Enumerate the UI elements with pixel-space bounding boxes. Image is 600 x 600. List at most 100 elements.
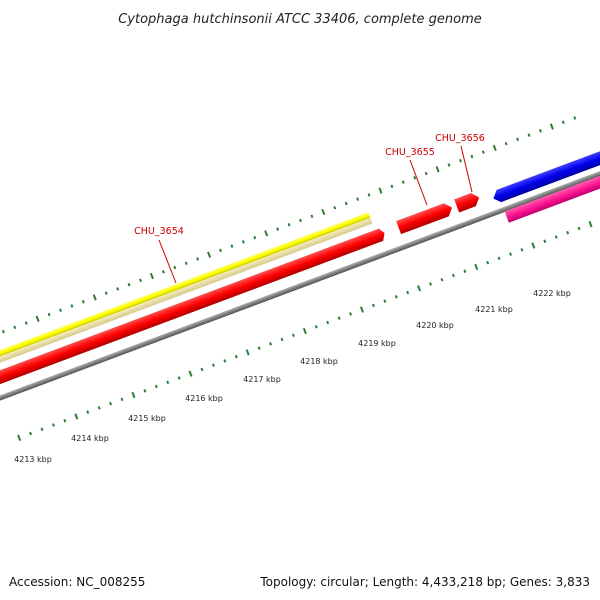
outer-tick-minor: [516, 137, 520, 142]
outer-tick-minor: [470, 154, 474, 159]
map-title: Cytophaga hutchinsonii ATCC 33406, compl…: [118, 12, 482, 27]
inner-tick-minor: [291, 333, 295, 338]
feature-red-chu-3655: [396, 203, 452, 235]
inner-tick-minor: [120, 397, 124, 402]
outer-tick-minor: [104, 291, 108, 295]
inner-tick-minor: [257, 346, 261, 350]
inner-tick-minor: [429, 282, 433, 286]
scale-label-4215: 4215 kbp: [128, 414, 166, 423]
outer-tick-minor: [481, 150, 485, 154]
inner-tick-major: [531, 242, 536, 249]
feature-red-chu-3656: [454, 193, 480, 213]
scale-label-4214: 4214 kbp: [71, 434, 109, 443]
scale-label-4219: 4219 kbp: [358, 339, 396, 348]
outer-tick-major: [207, 251, 212, 258]
outer-tick-minor: [299, 218, 302, 223]
inner-tick-minor: [371, 303, 375, 308]
scale-label-4218: 4218 kbp: [300, 357, 338, 366]
outer-tick-minor: [173, 265, 177, 270]
outer-tick-minor: [184, 261, 188, 266]
inner-tick-minor: [577, 226, 581, 231]
inner-tick-minor: [280, 337, 284, 342]
inner-tick-minor: [166, 380, 170, 385]
inner-tick-minor: [177, 376, 181, 380]
inner-tick-minor: [109, 401, 113, 406]
outer-tick-major: [321, 208, 326, 216]
inner-tick-minor: [29, 431, 33, 436]
outer-tick-minor: [458, 158, 462, 163]
inner-tick-minor: [40, 427, 44, 432]
inner-tick-major: [417, 285, 422, 292]
inner-tick-minor: [63, 418, 67, 423]
outer-tick-minor: [70, 304, 74, 308]
feature-tracks: [0, 116, 600, 441]
gene-label-chu-3654: CHU_3654: [134, 226, 184, 237]
inner-tick-minor: [566, 230, 570, 235]
inner-tick-minor: [200, 367, 204, 372]
outer-tick-minor: [161, 270, 165, 274]
inner-tick-minor: [554, 235, 558, 239]
outer-tick-minor: [13, 325, 17, 330]
inner-tick-major: [359, 306, 364, 313]
outer-tick-minor: [310, 214, 314, 219]
leader-line-chu-3656: [460, 145, 473, 193]
outer-tick-minor: [573, 116, 577, 120]
outer-tick-minor: [230, 244, 234, 248]
inner-tick-minor: [143, 389, 147, 393]
outer-tick-marks: [1, 116, 577, 334]
inner-tick-major: [588, 221, 593, 228]
outer-tick-minor: [241, 240, 245, 244]
leader-line-chu-3655: [409, 159, 428, 206]
scale-label-4217: 4217 kbp: [243, 375, 281, 384]
inner-tick-major: [188, 370, 193, 377]
outer-tick-minor: [527, 133, 531, 137]
outer-tick-minor: [59, 308, 62, 313]
inner-tick-minor: [86, 410, 90, 414]
outer-tick-major: [264, 230, 269, 237]
gene-label-chu-3656: CHU_3656: [435, 133, 485, 144]
inner-tick-minor: [394, 295, 398, 299]
outer-tick-minor: [81, 299, 85, 304]
inner-tick-minor: [463, 269, 467, 273]
outer-tick-minor: [1, 329, 5, 334]
outer-tick-minor: [287, 223, 291, 227]
feature-pink: [504, 165, 600, 223]
outer-tick-minor: [47, 312, 51, 317]
inner-tick-major: [131, 391, 136, 399]
feature-yellow: [0, 212, 371, 365]
inner-tick-minor: [406, 290, 410, 295]
outer-tick-minor: [333, 205, 337, 210]
inner-tick-minor: [326, 320, 330, 325]
feature-blue: [493, 147, 600, 203]
outer-tick-minor: [276, 227, 280, 231]
scale-label-4221: 4221 kbp: [475, 305, 513, 314]
outer-tick-minor: [561, 120, 565, 125]
outer-tick-major: [435, 166, 440, 173]
outer-tick-minor: [127, 282, 131, 287]
genome-summary-text: Topology: circular; Length: 4,433,218 bp…: [259, 575, 590, 589]
outer-tick-minor: [116, 287, 120, 291]
outer-tick-minor: [219, 248, 222, 253]
inner-tick-minor: [337, 316, 341, 320]
outer-tick-major: [149, 272, 154, 280]
inner-tick-minor: [314, 324, 318, 329]
inner-tick-minor: [509, 252, 512, 256]
gene-label-chu-3655: CHU_3655: [385, 147, 435, 158]
outer-tick-minor: [253, 235, 257, 240]
scale-label-4222: 4222 kbp: [533, 289, 571, 298]
inner-tick-minor: [543, 239, 547, 244]
feature-red-chu-3654: [0, 228, 385, 390]
inner-tick-marks: [17, 221, 593, 441]
outer-tick-major: [492, 144, 497, 152]
inner-tick-minor: [349, 312, 353, 316]
inner-tick-minor: [51, 423, 55, 427]
outer-tick-minor: [504, 141, 508, 146]
outer-tick-minor: [367, 193, 371, 197]
outer-tick-minor: [139, 278, 142, 283]
inner-tick-minor: [440, 277, 444, 282]
inner-tick-minor: [97, 406, 101, 410]
inner-tick-minor: [383, 299, 387, 303]
feature-khaki: [0, 217, 373, 371]
inner-tick-major: [245, 349, 250, 356]
